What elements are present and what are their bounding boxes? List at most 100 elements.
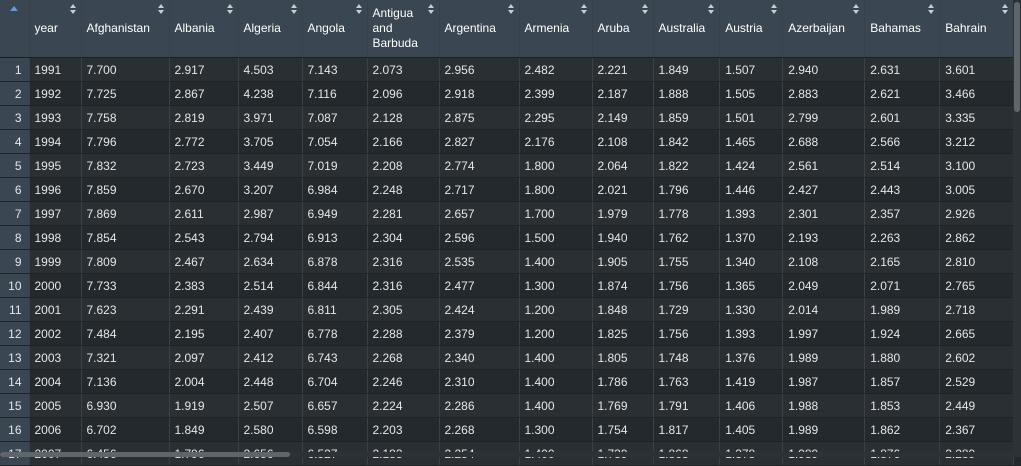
table-cell: 7.733 (81, 273, 170, 298)
table-cell: 2004 (29, 369, 82, 394)
column-header-label: Australia (658, 21, 706, 35)
table-cell: 2.467 (169, 249, 239, 274)
table-cell: 1.748 (653, 345, 721, 370)
table-cell: 2.097 (169, 345, 239, 370)
column-header[interactable]: Argentina (439, 0, 520, 58)
table-cell: 2.203 (367, 417, 440, 442)
table-cell: 2.424 (439, 297, 520, 322)
sort-icon[interactable] (771, 4, 778, 14)
table-cell: 2.221 (592, 57, 654, 82)
vertical-scrollbar-track[interactable] (1013, 0, 1021, 457)
table-cell: 1.424 (719, 153, 784, 178)
table-cell: 6.844 (302, 273, 368, 298)
column-header[interactable]: Bahrain (939, 0, 1015, 58)
table-cell: 6.598 (302, 417, 368, 442)
sort-icon[interactable] (290, 4, 298, 14)
table-cell: 2.427 (782, 177, 866, 202)
table-row: 4 1994 7.796 2.772 3.705 7.054 2.166 2.827 2.176… (0, 129, 1015, 154)
table-cell: 2.246 (367, 369, 440, 394)
table-cell: 1.507 (719, 57, 784, 82)
table-cell: 2.193 (782, 225, 866, 250)
column-header[interactable]: Aruba (592, 0, 654, 58)
table-cell: 1.370 (719, 225, 784, 250)
table-cell: 1993 (29, 105, 82, 130)
column-header[interactable]: Antigua and Barbuda (367, 0, 440, 58)
column-header[interactable]: Algeria (238, 0, 303, 58)
table-cell: 1.200 (519, 297, 593, 322)
sort-icon[interactable] (427, 4, 435, 14)
table-cell: 7.484 (81, 321, 170, 346)
column-header[interactable]: Australia (653, 0, 721, 58)
table-cell: 1.729 (653, 297, 721, 322)
table-cell: 2.248 (367, 177, 440, 202)
table-cell: 2.596 (439, 225, 520, 250)
table-cell: 2.064 (592, 153, 654, 178)
table-cell: 1994 (29, 129, 82, 154)
column-header[interactable]: Afghanistan (81, 0, 170, 58)
table-cell: 2.448 (238, 369, 303, 394)
horizontal-scrollbar-thumb[interactable] (0, 452, 290, 457)
column-header[interactable]: Austria (719, 0, 784, 58)
table-cell: 1.406 (719, 393, 784, 418)
column-header[interactable]: Armenia (519, 0, 593, 58)
sort-icon[interactable] (853, 4, 860, 14)
column-header[interactable]: Azerbaijan (782, 0, 866, 58)
table-cell: 7.832 (81, 153, 170, 178)
table-cell: 2.268 (439, 417, 520, 442)
row-number: 14 (0, 369, 30, 394)
sort-icon[interactable] (157, 4, 165, 14)
table-row: 6 1996 7.859 2.670 3.207 6.984 2.248 2.717 1.800… (0, 177, 1015, 202)
table-cell: 3.705 (238, 129, 303, 154)
sort-icon[interactable] (928, 4, 935, 14)
column-header-label: Bahamas (870, 21, 921, 35)
table-cell: 1.419 (719, 369, 784, 394)
column-header[interactable]: Angola (302, 0, 368, 58)
table-cell: 1.848 (592, 297, 654, 322)
table-cell: 2.772 (169, 129, 239, 154)
column-header[interactable]: Bahamas (864, 0, 941, 58)
sort-icon[interactable] (580, 4, 588, 14)
table-cell: 2.634 (238, 249, 303, 274)
table-cell: 2.305 (367, 297, 440, 322)
table-cell: 2.399 (519, 81, 593, 106)
horizontal-scrollbar-track[interactable] (0, 452, 1013, 457)
table-cell: 2.580 (238, 417, 303, 442)
table-cell: 2.657 (439, 201, 520, 226)
sort-icon[interactable] (355, 4, 363, 14)
table-cell: 6.778 (302, 321, 368, 346)
table-cell: 3.100 (939, 153, 1015, 178)
table-cell: 7.143 (302, 57, 368, 82)
table-cell: 1.756 (653, 321, 721, 346)
table-cell: 1.997 (782, 321, 866, 346)
header-row: year Afghanistan Albania Algeria Angola Antig… (0, 0, 1015, 58)
table-cell: 7.700 (81, 57, 170, 82)
table-cell: 7.136 (81, 369, 170, 394)
table-cell: 1.919 (169, 393, 239, 418)
table-cell: 1.822 (653, 153, 721, 178)
column-header-label: Bahrain (945, 21, 987, 35)
sort-icon[interactable] (226, 4, 234, 14)
table-row: 15 2005 6.930 1.919 2.507 6.657 2.224 2.286 1.40… (0, 393, 1015, 418)
sort-icon[interactable] (708, 4, 715, 14)
sort-icon[interactable] (1002, 4, 1009, 14)
sort-icon[interactable] (641, 4, 649, 14)
table-cell: 1995 (29, 153, 82, 178)
sort-icon[interactable] (507, 4, 515, 14)
column-header[interactable]: Albania (169, 0, 239, 58)
table-cell: 1.763 (653, 369, 721, 394)
row-index-header[interactable] (0, 0, 30, 58)
table-cell: 1.905 (592, 249, 654, 274)
vertical-scrollbar-thumb[interactable] (1014, 2, 1020, 112)
table-cell: 2.014 (782, 297, 866, 322)
column-header[interactable]: year (29, 0, 82, 58)
table-cell: 2005 (29, 393, 82, 418)
column-header-label: year (34, 21, 58, 35)
table-cell: 2.316 (367, 249, 440, 274)
table-cell: 7.019 (302, 153, 368, 178)
table-row: 2 1992 7.725 2.867 4.238 7.116 2.096 2.918 2.399… (0, 81, 1015, 106)
sort-icon[interactable] (69, 4, 77, 14)
table-cell: 1.989 (782, 417, 866, 442)
table-cell: 1992 (29, 81, 82, 106)
table-cell: 1.800 (519, 153, 593, 178)
column-header-label: Argentina (444, 21, 496, 35)
